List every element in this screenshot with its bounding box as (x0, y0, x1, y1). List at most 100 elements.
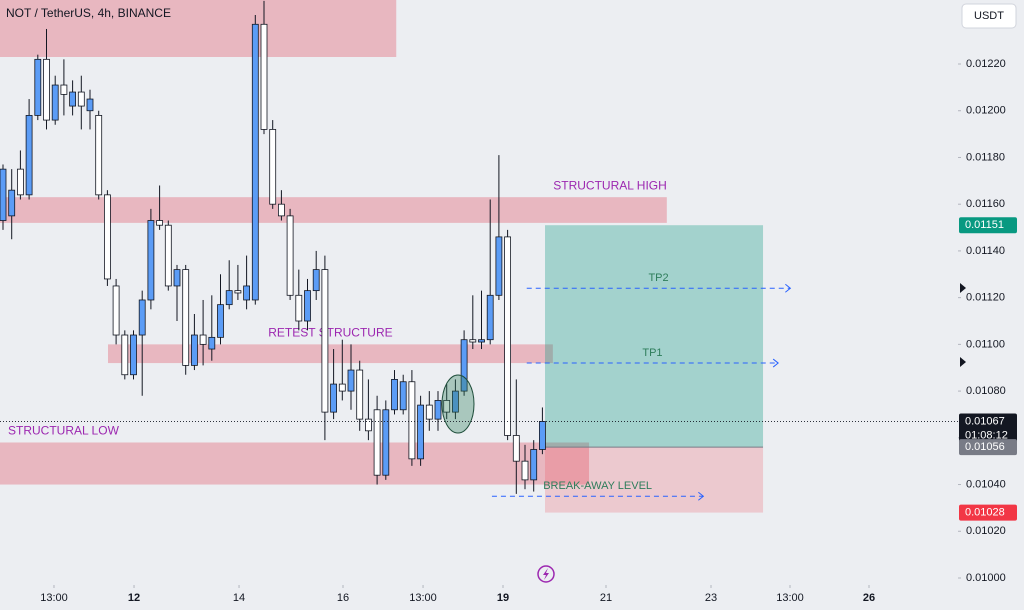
candle-body (504, 236, 512, 436)
y-tick-label: 0.01020 (966, 525, 1006, 537)
candle-body (0, 168, 7, 221)
y-tick-label: 0.01100 (966, 338, 1005, 350)
candle-body (130, 334, 137, 376)
candle-body (278, 203, 285, 217)
candle-body (251, 23, 259, 301)
y-tick-label: 0.01000 (966, 572, 1006, 584)
candle-body (417, 404, 425, 460)
highlight-ellipse (441, 374, 475, 434)
candle-body (208, 336, 216, 350)
x-tick-label: 19 (497, 592, 509, 604)
level-arrow (698, 491, 705, 501)
replay-icon[interactable] (537, 565, 555, 583)
x-tick-label: 13:00 (776, 592, 804, 604)
candle-body (521, 460, 529, 481)
stop-area (545, 447, 764, 513)
x-tick-label: 21 (600, 592, 612, 604)
candle-body (112, 285, 120, 336)
candle-body (425, 404, 433, 420)
candle-body (43, 58, 50, 121)
level-label: BREAK-AWAY LEVEL (543, 480, 652, 492)
candle-body (399, 381, 407, 411)
candle-body (373, 409, 381, 476)
price-tag-label: 0.01056 (965, 441, 1005, 453)
candle-body (356, 369, 364, 420)
y-tick-label: 0.01180 (966, 151, 1005, 163)
candle-body (295, 294, 303, 322)
candle-body (138, 299, 146, 336)
x-tick-label: 23 (705, 592, 717, 604)
level-arrow (772, 358, 779, 368)
axis-arrow (960, 283, 966, 293)
zone (0, 197, 667, 223)
candle-body (234, 290, 242, 294)
candle-body (225, 290, 233, 306)
candle-body (51, 84, 59, 121)
level-label: TP1 (642, 347, 662, 359)
price-tag (959, 413, 1017, 444)
candle-body (478, 339, 485, 343)
zone-label: RETEST STRUCTURE (268, 326, 392, 340)
zone (0, 442, 590, 485)
x-tick-label: 12 (128, 592, 140, 604)
candle-body (304, 290, 311, 322)
candle-body (182, 269, 190, 366)
x-tick-label: 14 (233, 592, 245, 604)
candle-body (443, 400, 451, 413)
zones-layer: STRUCTURAL HIGH RETEST STRUCTURE STRUCTURA… (0, 0, 764, 513)
candle-body (77, 91, 85, 107)
price-tag-label: 0.01028 (965, 506, 1005, 518)
zone (0, 0, 397, 58)
candle-body (330, 383, 338, 413)
candle-body (217, 304, 224, 338)
zone-label: STRUCTURAL HIGH (553, 178, 667, 192)
price-tag-label: 0.01151 (965, 219, 1004, 231)
axis-layer: 0.010000.010200.010400.010600.010800.011… (40, 58, 1017, 604)
candle-body (147, 220, 155, 301)
price-tag-label: 0.01067 (965, 415, 1005, 427)
chart-title: NOT / TetherUS, 4h, BINANCE (6, 6, 171, 20)
y-tick-label: 0.01220 (966, 58, 1006, 70)
price-tag (959, 504, 1017, 521)
candle-body (173, 269, 181, 287)
candle-body (539, 421, 546, 450)
candle-body (191, 334, 198, 366)
candle-body (199, 334, 207, 345)
x-tick-label: 16 (337, 592, 349, 604)
candle-body (34, 58, 42, 116)
currency-button[interactable] (961, 3, 1017, 29)
candle-body (156, 220, 164, 226)
price-tag-countdown: 01:08:12 (965, 429, 1008, 441)
level-label: TP2 (648, 272, 668, 284)
price-tag (959, 217, 1017, 234)
y-tick-label: 0.01040 (966, 478, 1006, 490)
candle-body (382, 409, 390, 476)
candle-body (347, 369, 355, 392)
candle-body (69, 91, 77, 107)
currency-label: USDT (974, 10, 1004, 22)
y-tick-label: 0.01200 (966, 105, 1006, 117)
candle-body (260, 23, 268, 130)
candle-body (391, 379, 398, 411)
price-tag (959, 439, 1017, 456)
candle-body (512, 435, 520, 462)
candle-body (17, 168, 24, 196)
candle-body (286, 215, 294, 296)
y-tick-label: 0.01120 (966, 292, 1005, 304)
candle-body (452, 390, 459, 413)
x-tick-label: 13:00 (409, 592, 437, 604)
x-tick-label: 13:00 (40, 592, 68, 604)
level-arrow (785, 283, 792, 293)
candle-body (530, 449, 538, 481)
candle-body (469, 339, 477, 343)
candle-body (95, 115, 103, 196)
candle-body (86, 98, 94, 112)
zone-label: STRUCTURAL LOW (8, 424, 120, 438)
zone (108, 344, 553, 364)
candle-body (338, 383, 346, 392)
candle-body (486, 294, 494, 341)
target-area (545, 225, 764, 448)
candle-body (8, 189, 16, 217)
candle-body (460, 339, 468, 392)
